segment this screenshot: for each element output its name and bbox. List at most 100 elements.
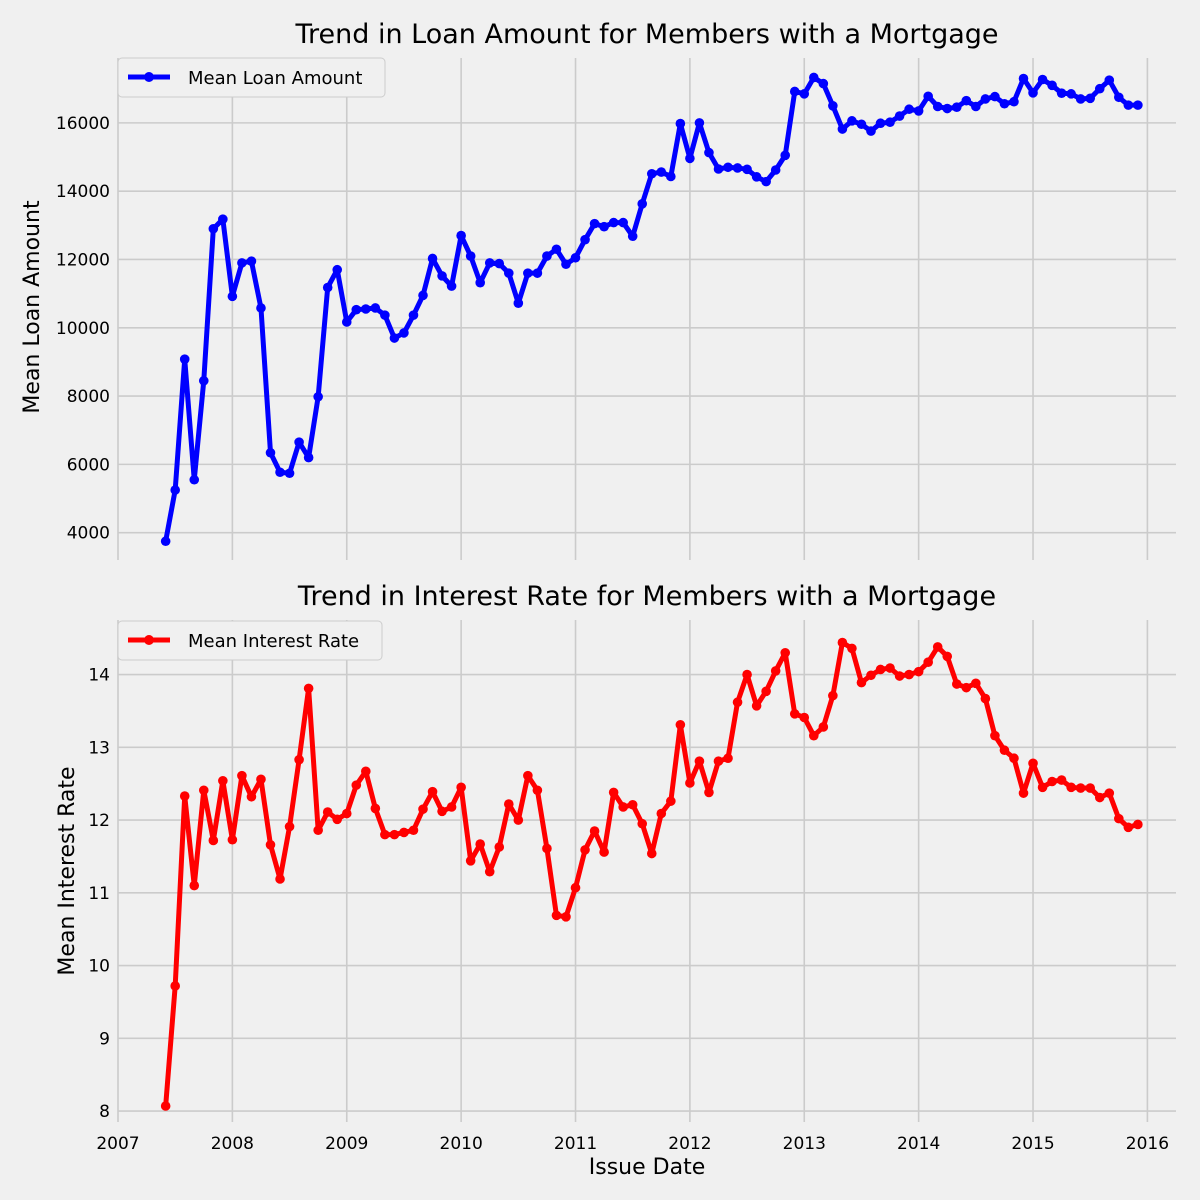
- gridlines: [117, 58, 1176, 560]
- legend-label: Mean Interest Rate: [188, 631, 359, 652]
- x-tick-label: 2015: [1011, 1134, 1054, 1154]
- data-point: [484, 258, 495, 268]
- data-point: [904, 669, 914, 680]
- data-point: [418, 804, 428, 814]
- data-point: [332, 814, 343, 825]
- data-point: [675, 118, 686, 129]
- data-point: [179, 791, 190, 801]
- data-point: [418, 290, 428, 301]
- data-point: [732, 163, 743, 173]
- data-point: [246, 256, 257, 266]
- data-point: [618, 217, 628, 228]
- data-point: [523, 770, 533, 781]
- data-point: [894, 671, 905, 681]
- data-point: [1037, 782, 1048, 793]
- data-point: [227, 834, 238, 845]
- data-point: [208, 223, 219, 234]
- data-point: [313, 391, 323, 402]
- data-point: [637, 818, 648, 829]
- data-point: [809, 72, 819, 83]
- legend-marker-swatch: [144, 635, 154, 645]
- data-point: [503, 799, 514, 809]
- data-point: [875, 664, 886, 675]
- data-point: [828, 690, 838, 701]
- data-point: [294, 437, 304, 447]
- y-tick-label: 13: [88, 738, 110, 758]
- data-point: [666, 796, 676, 806]
- gridlines: [117, 620, 1176, 1122]
- data-point: [237, 770, 247, 781]
- data-point: [856, 677, 867, 688]
- data-point: [361, 766, 371, 777]
- data-point: [1123, 100, 1134, 110]
- y-tick-labels: 4000 6000 8000 10000 12000 14000 16000: [56, 114, 110, 544]
- data-point: [322, 807, 333, 817]
- x-tick-label: 2008: [211, 1134, 254, 1154]
- y-tick-label: 8: [99, 1102, 110, 1122]
- data-point: [971, 101, 981, 112]
- data-point: [980, 693, 991, 704]
- data-point: [1075, 783, 1086, 793]
- data-point: [341, 808, 352, 819]
- data-point: [580, 845, 590, 855]
- data-point: [475, 839, 486, 849]
- y-tick-label: 14: [88, 666, 110, 686]
- data-point: [885, 663, 895, 673]
- legend: Mean Loan Amount: [117, 57, 386, 98]
- data-point: [1133, 100, 1143, 110]
- data-point: [198, 375, 209, 386]
- data-point: [704, 787, 714, 798]
- data-point: [694, 756, 705, 766]
- data-point: [932, 642, 943, 652]
- data-point: [446, 802, 457, 812]
- y-axis-label: Mean Loan Amount: [20, 200, 45, 414]
- series-line: [163, 74, 1141, 544]
- data-point: [542, 251, 552, 261]
- x-tick-label: 2007: [96, 1134, 139, 1154]
- chart-title: Trend in Interest Rate for Members with …: [297, 581, 996, 612]
- data-point: [446, 281, 457, 291]
- data-point: [704, 147, 714, 158]
- data-point: [294, 754, 304, 765]
- data-point: [265, 447, 276, 458]
- data-point: [437, 271, 447, 281]
- data-point: [999, 98, 1010, 109]
- data-point: [1094, 792, 1105, 803]
- data-point: [646, 168, 657, 179]
- data-point: [1104, 788, 1115, 798]
- x-axis-label: Issue Date: [589, 1155, 705, 1180]
- data-point: [389, 333, 400, 343]
- data-point: [408, 825, 419, 836]
- data-point: [646, 848, 657, 859]
- data-point: [742, 669, 752, 680]
- legend-box: [117, 620, 383, 661]
- y-tick-label: 10000: [56, 319, 110, 339]
- data-point: [990, 91, 1000, 102]
- data-point: [465, 251, 476, 261]
- data-point: [637, 199, 648, 209]
- data-point: [513, 815, 524, 825]
- data-point: [971, 678, 981, 689]
- data-point: [437, 806, 447, 817]
- data-point: [160, 536, 171, 547]
- data-point: [465, 856, 476, 866]
- data-point: [723, 753, 733, 764]
- data-point: [427, 786, 438, 797]
- data-point: [332, 264, 343, 275]
- interest-rate-chart: Trend in Interest Rate for Members with …: [55, 581, 1176, 1180]
- data-point: [1037, 74, 1048, 85]
- data-point: [1047, 776, 1057, 787]
- series-layer: [160, 72, 1143, 547]
- data-point: [570, 252, 581, 263]
- data-point: [1018, 788, 1029, 798]
- data-point: [275, 467, 285, 478]
- data-point: [351, 304, 362, 315]
- data-point: [761, 686, 771, 697]
- data-point: [256, 774, 266, 785]
- data-point: [904, 104, 914, 115]
- data-point: [589, 826, 600, 836]
- data-point: [1114, 92, 1124, 103]
- data-point: [656, 167, 667, 177]
- y-tick-label: 4000: [67, 524, 110, 544]
